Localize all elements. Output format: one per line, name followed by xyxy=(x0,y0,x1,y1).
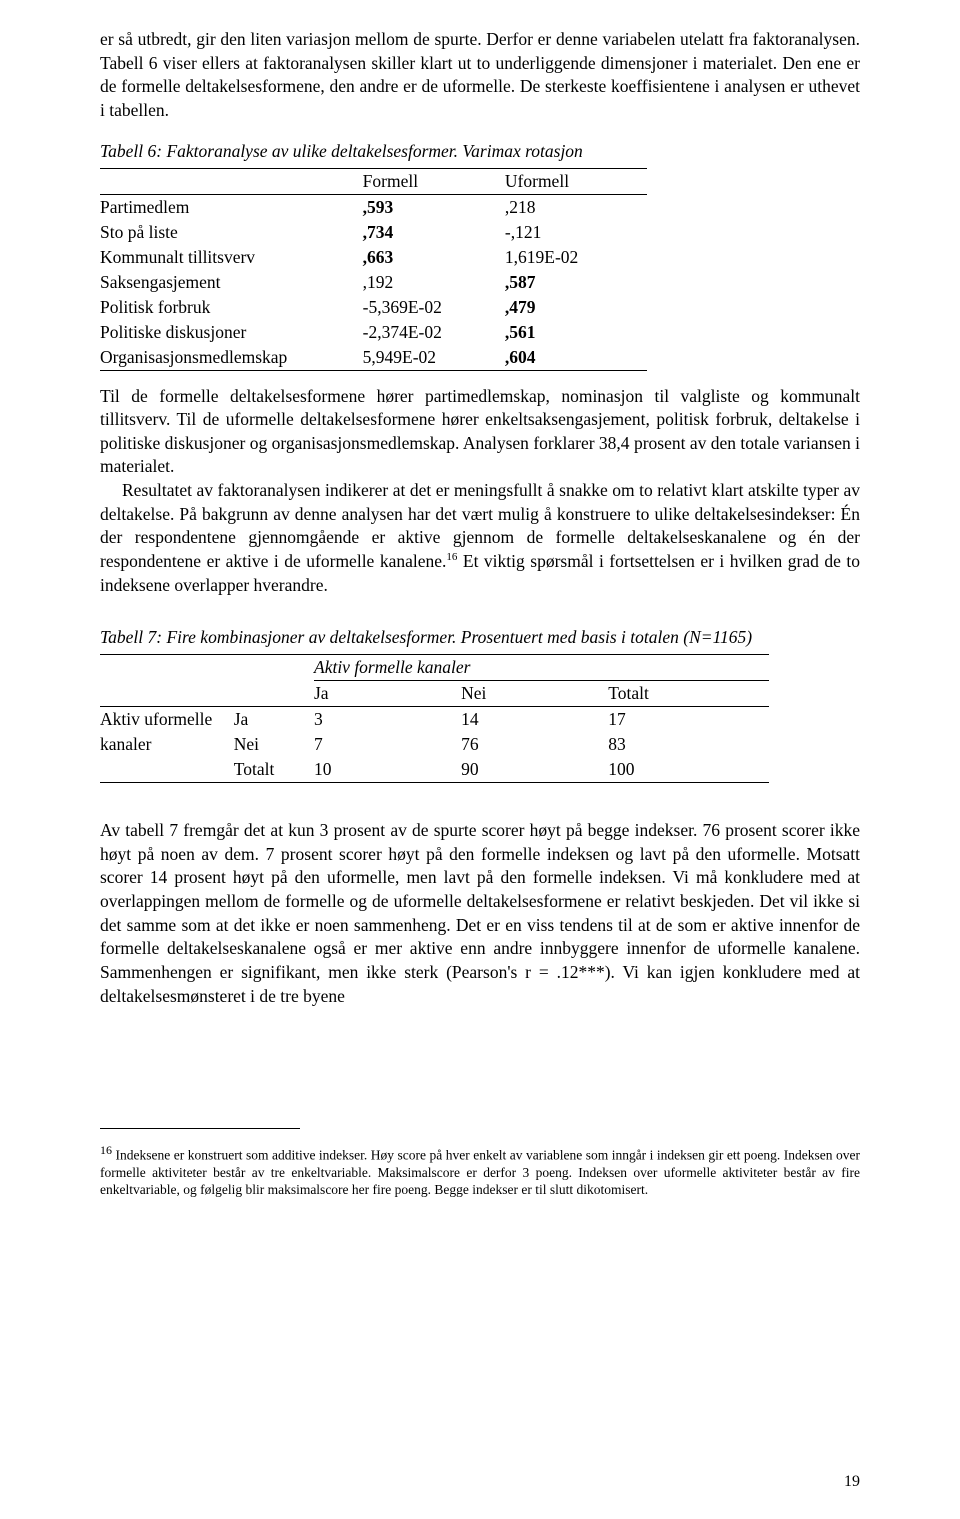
table7-cell: 10 xyxy=(314,757,461,783)
table6-cell: ,593 xyxy=(363,197,394,217)
table6-cell: ,587 xyxy=(505,272,536,292)
table6-cell: ,604 xyxy=(505,347,536,367)
table6-cell: 1,619E-02 xyxy=(505,245,647,270)
table6-cell: -2,374E-02 xyxy=(363,320,505,345)
table7-row-nei: Nei xyxy=(234,732,314,757)
table7-row-ja: Ja xyxy=(234,707,314,733)
table6-cell: ,192 xyxy=(363,270,505,295)
table7-rowgroup-2: kanaler xyxy=(100,732,234,757)
table7-cell: 7 xyxy=(314,732,461,757)
table7-cell: 14 xyxy=(461,707,608,733)
table6-head-formell: Formell xyxy=(363,168,505,194)
table6-caption: Tabell 6: Faktoranalyse av ulike deltake… xyxy=(100,141,860,162)
table6-row-label: Politiske diskusjoner xyxy=(100,320,363,345)
table6-head-uformell: Uformell xyxy=(505,168,647,194)
table7-row-totalt: Totalt xyxy=(234,757,314,783)
footnote-ref-16: 16 xyxy=(446,551,457,563)
table7-rowgroup-1: Aktiv uformelle xyxy=(100,707,234,733)
table7-col-ja: Ja xyxy=(314,681,461,707)
table7-cell: 90 xyxy=(461,757,608,783)
table6-row-label: Organisasjonsmedlemskap xyxy=(100,345,363,371)
paragraph-4: Av tabell 7 fremgår det at kun 3 prosent… xyxy=(100,819,860,1008)
table6-cell: -5,369E-02 xyxy=(363,295,505,320)
footnote-16: 16 Indeksene er konstruert som additive … xyxy=(100,1143,860,1199)
table6-cell: ,734 xyxy=(363,222,394,242)
table7: Aktiv formelle kanaler Ja Nei Totalt Akt… xyxy=(100,654,769,783)
table7-col-totalt: Totalt xyxy=(608,681,769,707)
paragraph-3: Resultatet av faktoranalysen indikerer a… xyxy=(100,479,860,597)
table6-row-label: Kommunalt tillitsverv xyxy=(100,245,363,270)
table7-cell: 17 xyxy=(608,707,769,733)
table6: Formell Uformell Partimedlem ,593 ,218 S… xyxy=(100,168,647,371)
footnote-number: 16 xyxy=(100,1143,112,1157)
table7-cell: 3 xyxy=(314,707,461,733)
table6-row-label: Sto på liste xyxy=(100,220,363,245)
table7-cell: 76 xyxy=(461,732,608,757)
table7-cell: 100 xyxy=(608,757,769,783)
table7-cell: 83 xyxy=(608,732,769,757)
table7-group-header: Aktiv formelle kanaler xyxy=(314,655,769,681)
table7-caption: Tabell 7: Fire kombinasjoner av deltakel… xyxy=(100,627,860,648)
table6-cell: ,218 xyxy=(505,194,647,220)
footnote-separator xyxy=(100,1128,300,1129)
table6-cell: ,663 xyxy=(363,247,394,267)
paragraph-1: er så utbredt, gir den liten variasjon m… xyxy=(100,28,860,123)
table6-cell: 5,949E-02 xyxy=(363,345,505,371)
table6-row-label: Partimedlem xyxy=(100,194,363,220)
table6-row-label: Politisk forbruk xyxy=(100,295,363,320)
table6-cell: -,121 xyxy=(505,220,647,245)
table6-row-label: Saksengasjement xyxy=(100,270,363,295)
paragraph-2: Til de formelle deltakelsesformene hører… xyxy=(100,385,860,480)
table7-col-nei: Nei xyxy=(461,681,608,707)
page-number: 19 xyxy=(844,1473,860,1491)
table6-cell: ,479 xyxy=(505,297,536,317)
footnote-text: Indeksene er konstruert som additive ind… xyxy=(100,1147,860,1197)
table6-cell: ,561 xyxy=(505,322,536,342)
